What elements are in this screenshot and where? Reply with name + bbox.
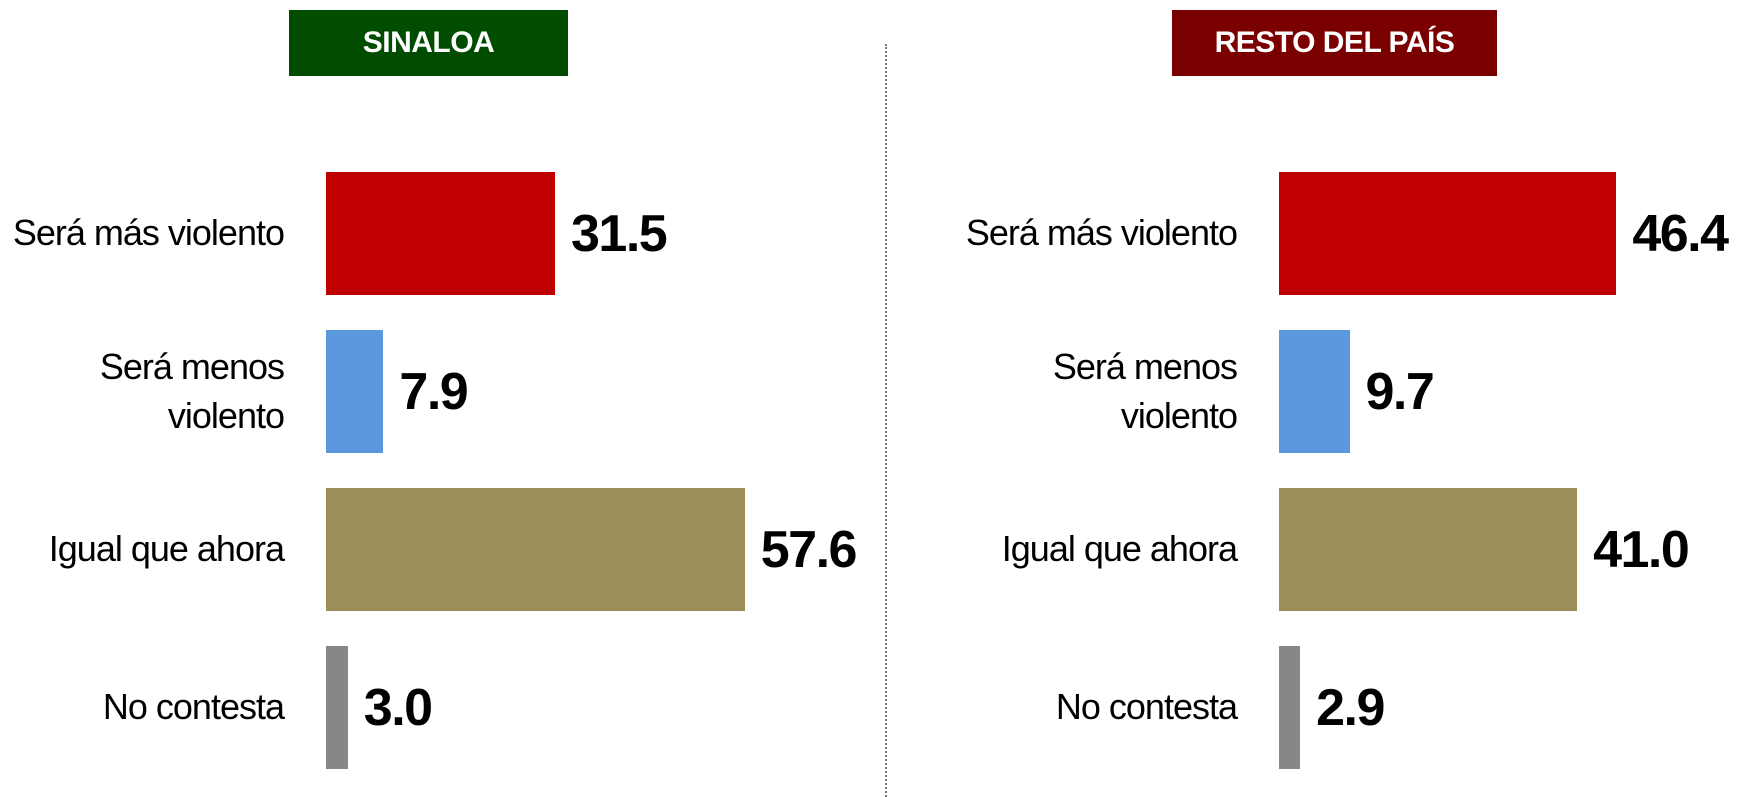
divider	[885, 44, 887, 797]
category-label: No contesta	[1055, 686, 1238, 728]
bar	[1279, 488, 1578, 611]
category-label: Igual que ahora	[1001, 528, 1238, 570]
category-label: Será más violento	[12, 212, 285, 254]
bar	[1279, 330, 1350, 453]
chart-title: SINALOA	[289, 10, 568, 76]
bar	[1279, 646, 1301, 769]
category-label: No contesta	[102, 686, 285, 728]
category-label: Igual que ahora	[48, 528, 285, 570]
value-label: 31.5	[571, 204, 668, 263]
value-label: 7.9	[399, 362, 468, 421]
value-label: 57.6	[760, 520, 858, 579]
category-label: Será menos violento	[1052, 345, 1238, 436]
value-label: 9.7	[1365, 362, 1435, 421]
bar	[326, 646, 348, 769]
bar	[1279, 172, 1617, 295]
value-label: 41.0	[1593, 520, 1690, 579]
value-label: 46.4	[1632, 204, 1729, 263]
bar	[326, 488, 745, 611]
value-label: 3.0	[363, 678, 433, 737]
category-label: Será menos violento	[99, 345, 285, 436]
bar	[326, 330, 384, 453]
category-label: Será más violento	[965, 212, 1238, 254]
chart-title: RESTO DEL PAÍS	[1172, 10, 1497, 76]
bar	[326, 172, 555, 295]
value-label: 2.9	[1316, 678, 1385, 737]
